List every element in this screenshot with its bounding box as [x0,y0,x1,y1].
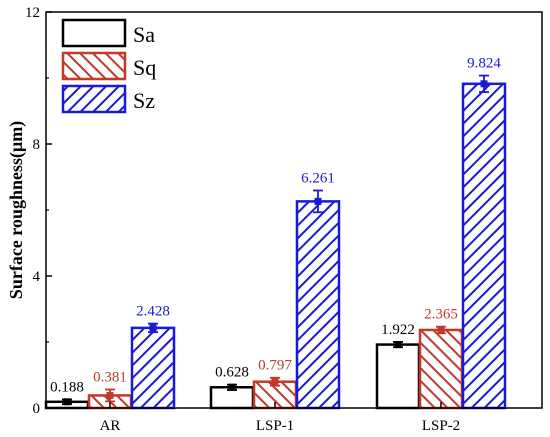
legend-label-sa: Sa [133,22,155,47]
value-label-sz-lsp-2: 9.824 [467,56,501,72]
error-bar-sz-ar [148,322,158,334]
value-label-sa-lsp-2: 1.922 [381,322,415,338]
mean-marker [271,378,279,386]
legend-label-sq: Sq [133,55,156,80]
mean-marker [394,341,402,349]
error-bar-sa-lsp-2 [393,341,403,349]
value-label-sz-ar: 2.428 [136,304,170,320]
error-bar-sq-lsp-2 [436,325,446,335]
mean-marker [437,326,445,334]
value-label-sz-lsp-1: 6.261 [301,170,335,186]
axis-layer: 0 4 8 12 AR LSP-1 LSP-2 [25,5,460,434]
bar-sz-lsp-1 [295,200,341,410]
mean-marker [314,197,322,205]
mean-marker [149,324,157,332]
error-bar-sz-lsp-2 [479,74,489,93]
y-tick-label: 0 [33,401,41,417]
mean-marker [63,398,71,406]
error-bar-sz-lsp-1 [313,189,323,214]
value-label-sa-ar: 0.188 [50,379,84,395]
error-bar-sq-lsp-1 [270,376,280,387]
mean-marker [106,391,114,399]
y-tick-label: 12 [25,5,40,21]
error-bar-sa-lsp-1 [227,383,237,391]
y-axis-title: Surface roughness(μm) [6,121,27,299]
x-tick-label-ar: AR [100,418,121,434]
error-bar-sa-ar [62,398,72,406]
bar-sz-lsp-2 [461,82,507,410]
bar-sz-ar [130,326,176,410]
x-tick-label-lsp-2: LSP-2 [422,418,460,434]
value-label-sa-lsp-1: 0.628 [215,365,249,381]
bar-sa-lsp-2 [375,343,421,410]
mean-marker [480,80,488,88]
legend-swatch-sz [61,84,127,114]
y-tick-label: 8 [33,137,41,153]
bar-sq-lsp-2 [418,328,464,410]
error-bar-sq-ar [105,388,115,403]
legend-swatch-sa [61,18,127,48]
value-label-sq-ar: 0.381 [93,369,127,385]
x-tick-label-lsp-1: LSP-1 [256,418,294,434]
mean-marker [228,383,236,391]
value-label-sq-lsp-1: 0.797 [258,358,292,374]
value-label-sq-lsp-2: 2.365 [424,307,458,323]
legend-swatch-sq [61,51,127,81]
legend-label-sz: Sz [133,88,155,113]
legend: Sa Sq Sz [61,18,156,114]
value-labels-layer: 0.188 0.628 1.922 0.381 0.797 2.365 2.428 6.261… [50,56,501,396]
y-tick-label: 4 [33,269,41,285]
